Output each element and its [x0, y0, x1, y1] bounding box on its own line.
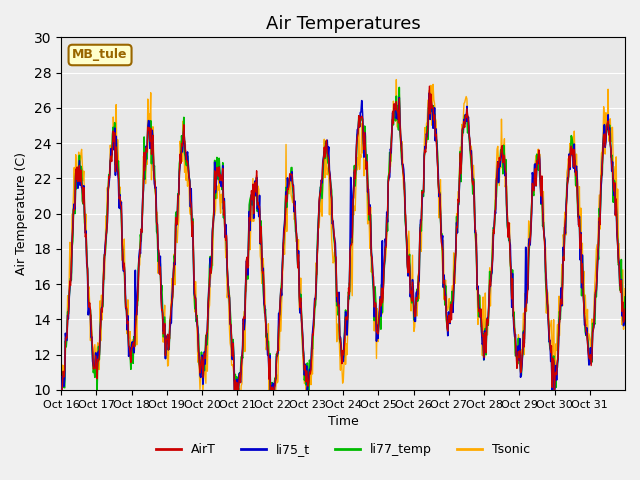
AirT	[267, 400, 275, 406]
Line: AirT: AirT	[61, 86, 625, 403]
li75_t	[227, 323, 235, 328]
Line: li75_t: li75_t	[61, 93, 625, 402]
Tsonic	[621, 286, 629, 291]
Tsonic	[277, 328, 285, 334]
li75_t	[267, 399, 275, 405]
Tsonic	[57, 372, 65, 378]
AirT	[57, 387, 65, 393]
AirT	[402, 224, 410, 229]
Tsonic	[435, 173, 442, 179]
li77_temp	[57, 388, 65, 394]
Tsonic	[256, 215, 264, 221]
AirT	[277, 287, 285, 293]
AirT	[227, 322, 235, 327]
Tsonic	[403, 233, 410, 239]
li77_temp	[227, 320, 235, 325]
Text: MB_tule: MB_tule	[72, 48, 128, 61]
li77_temp	[277, 288, 285, 293]
Line: Tsonic: Tsonic	[61, 80, 625, 417]
li77_temp	[124, 322, 131, 328]
Tsonic	[392, 77, 400, 83]
li77_temp	[255, 201, 262, 207]
li75_t	[621, 313, 629, 319]
li75_t	[277, 286, 285, 292]
Y-axis label: Air Temperature (C): Air Temperature (C)	[15, 152, 28, 275]
li77_temp	[435, 179, 442, 185]
li77_temp	[396, 84, 403, 90]
li77_temp	[403, 240, 410, 245]
li77_temp	[267, 400, 275, 406]
li75_t	[124, 327, 131, 333]
AirT	[621, 306, 629, 312]
AirT	[255, 205, 262, 211]
AirT	[124, 321, 131, 326]
li75_t	[255, 214, 262, 219]
Title: Air Temperatures: Air Temperatures	[266, 15, 420, 33]
li77_temp	[621, 294, 629, 300]
Legend: AirT, li75_t, li77_temp, Tsonic: AirT, li75_t, li77_temp, Tsonic	[151, 438, 535, 461]
li75_t	[57, 392, 65, 398]
AirT	[426, 84, 433, 89]
Line: li77_temp: li77_temp	[61, 87, 625, 403]
Tsonic	[232, 414, 240, 420]
AirT	[435, 181, 442, 187]
li75_t	[435, 171, 442, 177]
Tsonic	[124, 331, 131, 337]
X-axis label: Time: Time	[328, 415, 358, 428]
li75_t	[402, 225, 410, 231]
li75_t	[426, 90, 433, 96]
Tsonic	[227, 345, 235, 350]
